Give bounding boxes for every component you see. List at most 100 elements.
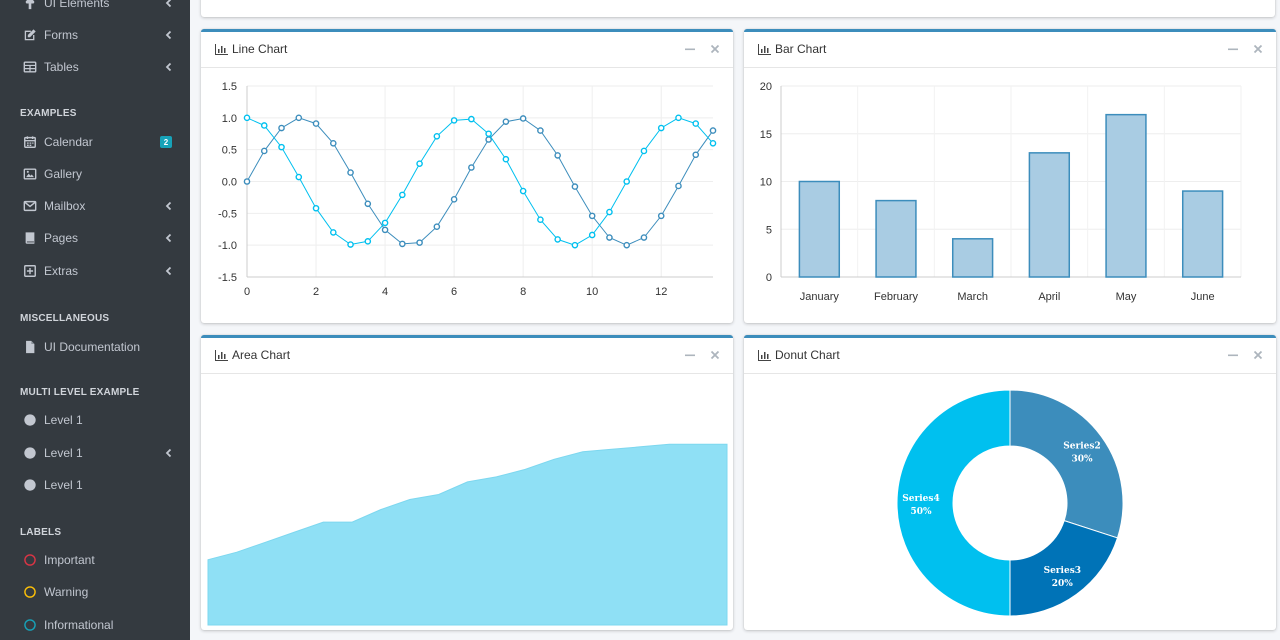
- circle-icon: [22, 412, 38, 428]
- line-chart-title: Line Chart: [232, 42, 288, 56]
- bar-march: [951, 238, 994, 278]
- bar-chart: 0 5 10 15 20 January February March April May June: [760, 81, 1242, 303]
- tree-icon: [22, 0, 38, 11]
- data-point: [243, 114, 251, 122]
- sidebar-item-warning[interactable]: Warning: [0, 577, 190, 607]
- data-point: [709, 127, 717, 134]
- slice-percent: 50%: [910, 507, 932, 517]
- minimize-icon[interactable]: [1227, 349, 1239, 361]
- y-tick-label: 20: [760, 81, 772, 93]
- data-point: [433, 223, 441, 231]
- data-point: [502, 155, 510, 163]
- bar-chart-icon: [758, 43, 771, 55]
- donut-slice-series3: [1009, 519, 1119, 617]
- card-title: Bar Chart: [758, 42, 826, 56]
- chevron-left-icon: [165, 233, 172, 243]
- x-tick-label: May: [1116, 291, 1137, 303]
- sidebar-item-level-1[interactable]: Level 1: [0, 438, 190, 468]
- slice-label: Series3: [1044, 566, 1081, 576]
- sidebar-item-level-1[interactable]: Level 1: [0, 470, 190, 500]
- data-point: [278, 143, 285, 151]
- data-point: [433, 132, 441, 140]
- sidebar-item-label: Level 1: [44, 413, 83, 427]
- sidebar-item-mailbox[interactable]: Mailbox: [0, 191, 190, 221]
- area-series: [207, 443, 728, 626]
- data-point: [709, 140, 717, 147]
- close-icon[interactable]: [1252, 43, 1264, 55]
- sidebar-item-label: Level 1: [44, 446, 83, 460]
- x-tick-label: April: [1038, 291, 1060, 303]
- data-point: [571, 183, 579, 190]
- data-point: [554, 236, 561, 243]
- close-icon[interactable]: [709, 349, 721, 361]
- donut-slice-series2: [1009, 389, 1124, 539]
- sidebar-item-tables[interactable]: Tables: [0, 52, 190, 82]
- chevron-left-icon: [165, 62, 172, 72]
- sidebar-item-extras[interactable]: Extras: [0, 256, 190, 286]
- data-point: [416, 160, 423, 167]
- x-tick-label: 2: [313, 286, 319, 298]
- calendar-icon: [22, 134, 38, 150]
- close-icon[interactable]: [1252, 349, 1264, 361]
- series-line-2: [246, 117, 714, 246]
- x-tick-label: 8: [520, 286, 526, 298]
- minimize-icon[interactable]: [684, 43, 696, 55]
- y-tick-label: 10: [760, 177, 772, 189]
- sidebar-item-important[interactable]: Important: [0, 545, 190, 575]
- data-point: [623, 241, 631, 249]
- data-point: [260, 147, 268, 155]
- edit-icon: [22, 27, 38, 43]
- card-header: Line Chart: [201, 32, 733, 68]
- area-chart: [207, 443, 728, 626]
- y-tick-label: 0: [766, 272, 772, 284]
- donut-slice-series4: [896, 389, 1011, 617]
- book-icon: [22, 230, 38, 246]
- x-tick-label: March: [957, 291, 988, 303]
- bar-january: [798, 180, 841, 278]
- plus-square-icon: [22, 263, 38, 279]
- data-point: [554, 152, 561, 159]
- bar-chart-icon: [215, 43, 228, 55]
- series-line-1: [246, 117, 714, 246]
- minimize-icon[interactable]: [1227, 43, 1239, 55]
- nav-header: LABELS: [20, 527, 62, 538]
- sidebar-item-ui-documentation[interactable]: UI Documentation: [0, 332, 190, 362]
- circle-outline-icon: [22, 617, 38, 633]
- data-point: [295, 114, 303, 122]
- data-point: [468, 164, 475, 171]
- data-point: [519, 187, 527, 195]
- area-chart-title: Area Chart: [232, 348, 291, 362]
- chevron-left-icon: [165, 201, 172, 211]
- card-title: Line Chart: [215, 42, 287, 56]
- sidebar-item-level-1[interactable]: Level 1: [0, 405, 190, 435]
- data-point: [329, 229, 337, 236]
- sidebar-item-label: Pages: [44, 231, 79, 245]
- data-point: [519, 115, 527, 122]
- bar-may: [1105, 113, 1147, 278]
- slice-percent: 30%: [1071, 455, 1093, 465]
- y-tick-label: 0.5: [222, 145, 237, 157]
- data-point: [640, 234, 648, 241]
- bar-february: [875, 199, 917, 278]
- slice-percent: 20%: [1052, 579, 1074, 589]
- x-tick-label: 0: [244, 286, 250, 298]
- bar-chart-icon: [215, 349, 228, 361]
- sidebar-item-pages[interactable]: Pages: [0, 223, 190, 253]
- nav-header: EXAMPLES: [20, 108, 77, 119]
- sidebar-item-informational[interactable]: Informational: [0, 610, 190, 640]
- minimize-icon[interactable]: [684, 349, 696, 361]
- table-icon: [22, 59, 38, 75]
- sidebar-item-calendar[interactable]: Calendar 2: [0, 127, 190, 157]
- y-tick-label: 0.0: [222, 177, 237, 189]
- sidebar-item-label: Extras: [44, 264, 79, 278]
- sidebar-item-ui-elements[interactable]: UI Elements: [0, 0, 190, 18]
- data-point: [606, 208, 613, 216]
- sidebar-item-label: Warning: [44, 585, 89, 599]
- x-tick-label: February: [874, 291, 919, 303]
- sidebar-item-forms[interactable]: Forms: [0, 20, 190, 50]
- close-icon[interactable]: [709, 43, 721, 55]
- data-point: [468, 115, 475, 123]
- x-tick-label: 4: [382, 286, 388, 298]
- sidebar-item-gallery[interactable]: Gallery: [0, 159, 190, 189]
- data-point: [692, 120, 700, 127]
